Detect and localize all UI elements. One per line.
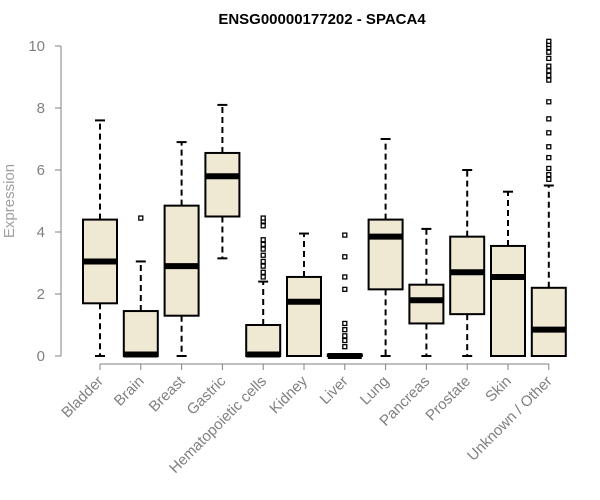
y-tick-label: 8 (37, 100, 45, 117)
outlier-point (546, 176, 552, 182)
x-tick-label: Skin (482, 373, 515, 406)
outlier-point (260, 215, 266, 221)
box-1 (122, 215, 159, 358)
outlier-point (546, 144, 552, 150)
box-iqr (530, 286, 567, 357)
outlier-point (342, 337, 348, 344)
x-tick-label: Liver (317, 373, 352, 408)
y-tick-label: 0 (37, 348, 45, 365)
outlier-point (546, 49, 552, 55)
y-axis-title: Expression (1, 164, 18, 238)
y-tick-label: 6 (37, 162, 45, 179)
box-iqr (408, 283, 445, 325)
box-iqr (163, 204, 200, 317)
outlier-point (260, 258, 266, 265)
box-3 (204, 103, 241, 260)
outlier-point (342, 320, 348, 327)
outlier-point (546, 130, 552, 136)
outlier-point (260, 263, 266, 269)
outlier-point (546, 55, 552, 62)
x-tick-label: Prostate (422, 373, 474, 425)
outlier-point (260, 246, 266, 252)
x-tick-label: Breast (146, 372, 189, 415)
box-11 (530, 38, 567, 357)
chart-title: ENSG00000177202 - SPACA4 (218, 11, 426, 28)
y-tick-label: 10 (28, 38, 45, 55)
box-10 (490, 190, 526, 357)
y-tick-label: 4 (37, 224, 45, 241)
outlier-point (260, 223, 266, 229)
outlier-point (546, 72, 552, 79)
outlier-point (260, 237, 266, 243)
y-tick-label: 2 (37, 286, 45, 303)
outlier-point (546, 77, 552, 83)
box-iqr (245, 324, 282, 357)
outlier-point (546, 165, 552, 172)
outlier-point (546, 171, 552, 178)
outlier-point (546, 68, 552, 74)
outlier-point (342, 232, 348, 238)
box-0 (82, 119, 118, 357)
y-axis: 0 2 4 6 8 10 (28, 38, 62, 365)
outlier-point (260, 274, 266, 280)
box-series (82, 38, 567, 359)
box-8 (408, 227, 445, 357)
box-9 (449, 169, 486, 357)
x-tick-label: Bladder (58, 373, 107, 422)
box-iqr (367, 218, 404, 291)
x-tick-label: Brain (111, 373, 148, 410)
outlier-point (342, 274, 348, 280)
outlier-point (342, 286, 348, 293)
outlier-point (342, 326, 348, 333)
box-iqr (286, 275, 322, 358)
x-tick-label: Lung (357, 373, 393, 409)
box-iqr (449, 235, 486, 316)
x-tick-label: Kidney (266, 372, 311, 417)
outlier-point (260, 241, 266, 248)
outlier-point (260, 269, 266, 275)
outlier-point (342, 344, 348, 350)
box-iqr (122, 310, 159, 357)
box-iqr (204, 151, 241, 218)
outlier-point (546, 38, 552, 44)
box-5 (286, 232, 322, 358)
box-iqr (490, 244, 526, 357)
outlier-point (138, 215, 144, 221)
outlier-point (342, 254, 348, 260)
outlier-point (546, 154, 552, 161)
outlier-point (546, 63, 552, 69)
outlier-point (260, 252, 266, 258)
box-7 (367, 138, 404, 357)
outlier-point (546, 99, 552, 105)
box-2 (163, 141, 200, 357)
box-4 (245, 215, 282, 358)
outlier-point (342, 333, 348, 339)
outlier-point (546, 116, 552, 122)
box-6 (326, 232, 363, 359)
